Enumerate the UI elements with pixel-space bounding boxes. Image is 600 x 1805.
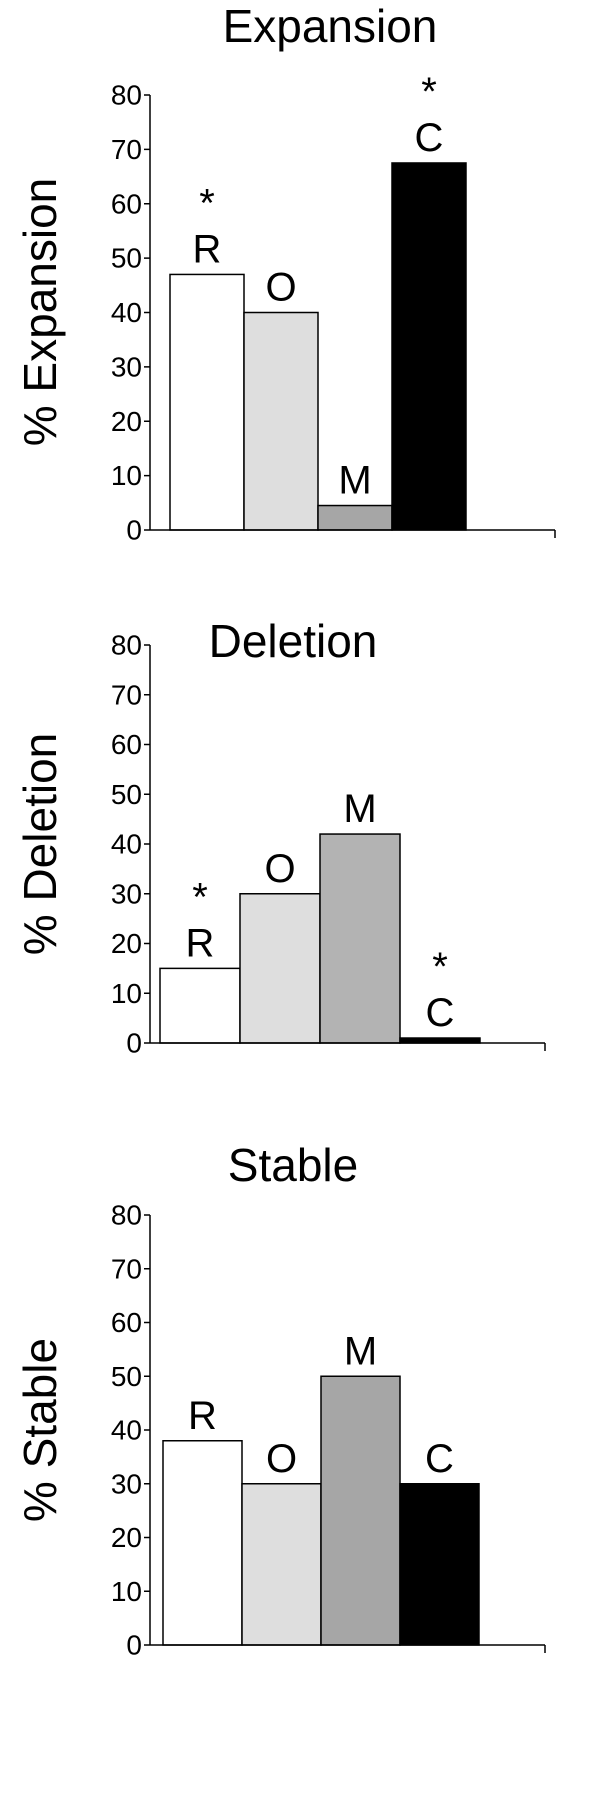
chart-1-y-tick-label-10: 10	[111, 460, 142, 491]
chart-1-y-tick-label-70: 70	[111, 134, 142, 165]
chart-3-bar-o	[241, 1483, 322, 1646]
chart-2-bar-r	[159, 967, 241, 1044]
chart-1-y-tick-label-40: 40	[111, 297, 142, 328]
chart-2-y-tick-label-50: 50	[111, 779, 142, 810]
chart-1-bar-label-m: M	[338, 459, 371, 503]
chart-3-bar-c	[399, 1483, 480, 1646]
chart-1-bar-label-r: R	[193, 227, 222, 271]
chart-1-y-tick-label-30: 30	[111, 351, 142, 382]
chart-2-y-tick-label-80: 80	[111, 630, 142, 661]
chart-2-significance-r: *	[192, 875, 208, 919]
chart-3-y-axis-label: % Stable	[14, 1338, 66, 1522]
chart-2-bar-o	[239, 893, 321, 1044]
chart-2-y-tick-label-0: 0	[126, 1028, 142, 1059]
chart-1-bar-o	[243, 311, 319, 531]
chart-2-bar-label-c: C	[426, 991, 455, 1035]
chart-3-y-tick-label-80: 80	[111, 1200, 142, 1231]
chart-1-significance-c: *	[421, 70, 437, 114]
chart-2-title: Deletion	[209, 615, 378, 667]
chart-2-y-tick-label-20: 20	[111, 928, 142, 959]
chart-1-bar-m	[317, 504, 393, 531]
chart-3-bar-label-m: M	[344, 1329, 377, 1373]
chart-3-y-tick-label-0: 0	[126, 1630, 142, 1661]
chart-1-bar-label-o: O	[265, 266, 296, 310]
chart-1-significance-r: *	[199, 181, 215, 225]
chart-3-y-tick-label-50: 50	[111, 1361, 142, 1392]
chart-1-y-tick-label-80: 80	[111, 80, 142, 111]
chart-1-title: Expansion	[223, 0, 438, 52]
chart-3-y-tick-label-10: 10	[111, 1576, 142, 1607]
chart-1-y-tick-label-0: 0	[126, 515, 142, 546]
chart-3-bar-label-o: O	[266, 1437, 297, 1481]
chart-2-y-tick-label-40: 40	[111, 829, 142, 860]
chart-3-bar-r	[162, 1440, 243, 1646]
chart-3-title: Stable	[228, 1139, 358, 1191]
chart-2-bar-label-m: M	[343, 787, 376, 831]
chart-3-bar-label-c: C	[425, 1437, 454, 1481]
chart-1-bar-c	[391, 162, 467, 531]
chart-2-y-tick-label-30: 30	[111, 878, 142, 909]
chart-2-significance-c: *	[432, 945, 448, 989]
chart-3-bar-m	[320, 1375, 401, 1646]
chart-2-bar-m	[319, 833, 401, 1044]
chart-2-y-tick-label-10: 10	[111, 978, 142, 1009]
chart-3-y-tick-label-60: 60	[111, 1307, 142, 1338]
chart-2-bar-label-r: R	[186, 921, 215, 965]
chart-1-y-tick-label-20: 20	[111, 406, 142, 437]
chart-2-bar-label-o: O	[264, 847, 295, 891]
chart-1-bar-r	[169, 273, 245, 531]
chart-1-y-tick-label-50: 50	[111, 243, 142, 274]
chart-3-bar-label-r: R	[188, 1394, 217, 1438]
chart-2-y-axis-label: % Deletion	[14, 733, 66, 955]
chart-1-bar-label-c: C	[415, 116, 444, 160]
chart-3-y-tick-label-40: 40	[111, 1415, 142, 1446]
chart-2-y-tick-label-70: 70	[111, 679, 142, 710]
chart-1-y-axis-label: % Expansion	[14, 178, 66, 447]
chart-3-y-tick-label-20: 20	[111, 1522, 142, 1553]
chart-1-y-tick-label-60: 60	[111, 188, 142, 219]
chart-3-y-tick-label-70: 70	[111, 1253, 142, 1284]
chart-3-y-tick-label-30: 30	[111, 1468, 142, 1499]
chart-2-y-tick-label-60: 60	[111, 729, 142, 760]
